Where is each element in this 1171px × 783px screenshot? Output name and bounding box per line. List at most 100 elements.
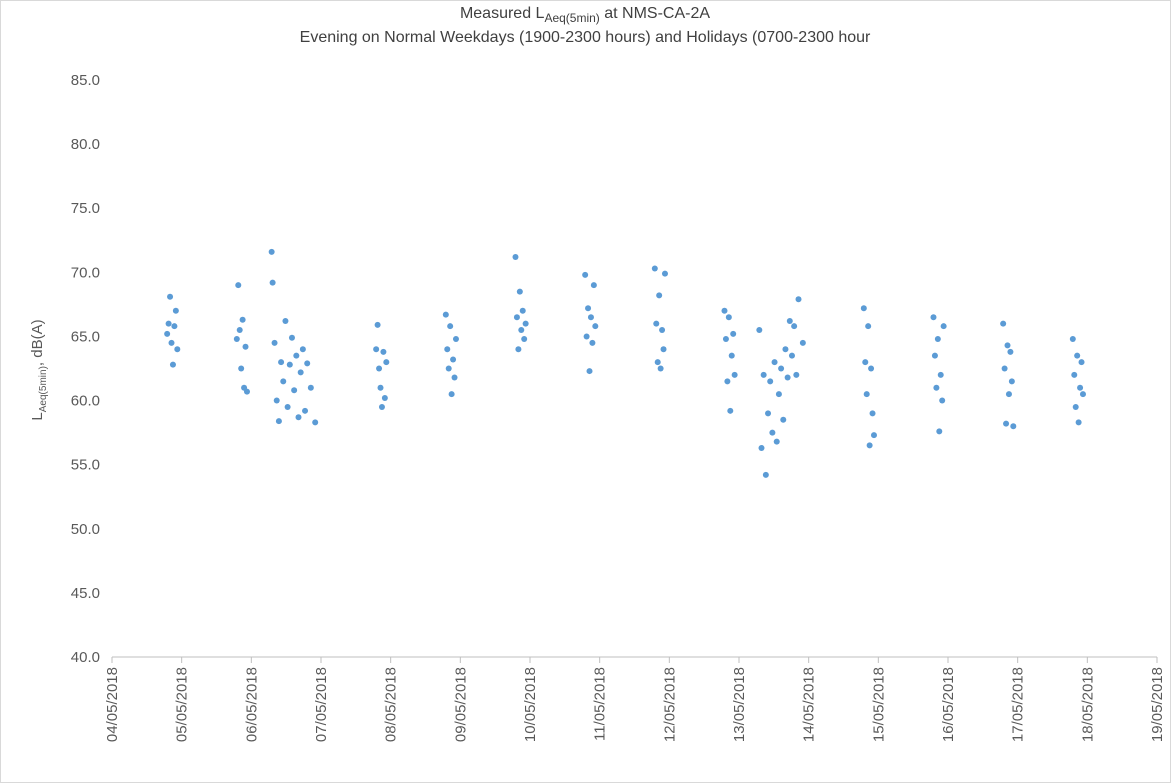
y-tick-label: 40.0	[71, 649, 100, 666]
data-point	[769, 429, 776, 436]
data-point	[760, 371, 767, 378]
data-point	[587, 314, 594, 321]
data-point	[304, 360, 311, 367]
title-text: Measured L	[460, 5, 545, 22]
data-point	[933, 384, 940, 391]
data-point	[862, 359, 869, 366]
data-point	[239, 316, 246, 323]
title-suffix: at NMS-CA-2A	[600, 5, 711, 22]
data-point	[377, 384, 384, 391]
data-point	[1001, 365, 1008, 372]
x-tick-label: 07/05/2018	[313, 667, 330, 742]
data-point	[1003, 420, 1010, 427]
data-point	[586, 368, 593, 375]
data-point	[374, 321, 381, 328]
data-point	[657, 365, 664, 372]
data-point	[771, 359, 778, 366]
data-point	[238, 365, 245, 372]
data-point	[795, 296, 802, 303]
data-point	[930, 314, 937, 321]
data-point	[782, 346, 789, 353]
x-tick-label: 06/05/2018	[243, 667, 260, 742]
x-tick-label: 09/05/2018	[452, 667, 469, 742]
data-point	[452, 336, 459, 343]
data-point	[291, 387, 298, 394]
data-point	[236, 327, 243, 334]
data-point	[378, 403, 385, 410]
y-tick-label: 45.0	[71, 585, 100, 602]
chart-subtitle: Evening on Normal Weekdays (1900-2300 ho…	[300, 29, 871, 46]
y-tick-label: 65.0	[71, 328, 100, 345]
data-point	[660, 346, 667, 353]
data-point	[758, 444, 765, 451]
data-point	[447, 323, 454, 330]
data-point	[786, 318, 793, 325]
data-point	[1078, 359, 1085, 366]
data-point	[592, 323, 599, 330]
data-point	[442, 311, 449, 318]
y-tick-label: 55.0	[71, 457, 100, 474]
data-point	[172, 307, 179, 314]
data-point	[295, 414, 302, 421]
x-tick-label: 10/05/2018	[522, 667, 539, 742]
data-point	[268, 248, 275, 255]
data-point	[243, 388, 250, 395]
data-point	[280, 378, 287, 385]
data-point	[1010, 423, 1017, 430]
data-point	[282, 318, 289, 325]
data-point	[585, 305, 592, 312]
data-point	[171, 323, 178, 330]
data-point	[1000, 320, 1007, 327]
data-point	[450, 356, 457, 363]
data-point	[784, 374, 791, 381]
data-point	[765, 410, 772, 417]
data-point	[278, 359, 285, 366]
data-point	[381, 394, 388, 401]
data-point	[767, 378, 774, 385]
data-point	[589, 339, 596, 346]
data-point	[1079, 391, 1086, 398]
data-point	[799, 339, 806, 346]
data-point	[383, 359, 390, 366]
x-tick-label: 12/05/2018	[661, 667, 678, 742]
chart-title: Measured LAeq(5min) at NMS-CA-2A	[460, 5, 710, 25]
data-point	[775, 391, 782, 398]
data-point	[653, 320, 660, 327]
y-tick-label: 50.0	[71, 521, 100, 538]
data-point	[725, 314, 732, 321]
data-point	[931, 352, 938, 359]
x-tick-label: 14/05/2018	[801, 667, 818, 742]
data-point	[939, 397, 946, 404]
data-point	[445, 365, 452, 372]
data-point	[762, 471, 769, 478]
data-point	[293, 352, 300, 359]
data-point	[756, 327, 763, 334]
data-point	[307, 384, 314, 391]
x-tick-label: 15/05/2018	[870, 667, 887, 742]
data-point	[521, 336, 528, 343]
x-tick-label: 08/05/2018	[383, 667, 400, 742]
data-point	[451, 374, 458, 381]
data-point	[731, 371, 738, 378]
data-point	[866, 442, 873, 449]
data-point	[1069, 336, 1076, 343]
data-point	[728, 352, 735, 359]
data-point	[284, 403, 291, 410]
data-point	[513, 314, 520, 321]
data-point	[936, 428, 943, 435]
y-label-subscript: Aeq(5min)	[38, 366, 49, 412]
data-point	[286, 361, 293, 368]
data-point	[863, 391, 870, 398]
data-point	[297, 369, 304, 376]
x-tick-label: 16/05/2018	[940, 667, 957, 742]
x-tick-label: 05/05/2018	[174, 667, 191, 742]
data-point	[1071, 371, 1078, 378]
data-point	[773, 438, 780, 445]
data-point	[522, 320, 529, 327]
x-tick-label: 13/05/2018	[731, 667, 748, 742]
data-point	[727, 407, 734, 414]
data-point	[722, 336, 729, 343]
data-point	[1077, 384, 1084, 391]
data-point	[1075, 419, 1082, 426]
